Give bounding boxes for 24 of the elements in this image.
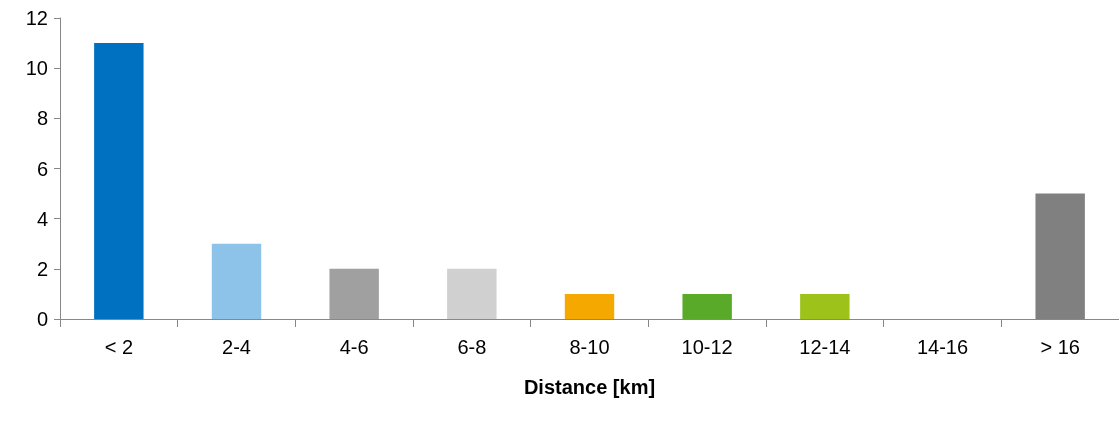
- bar: [329, 268, 379, 319]
- x-axis-title: Distance [km]: [523, 376, 656, 398]
- x-tick-label: 4-6: [339, 336, 369, 358]
- x-tick-label: > 16: [1040, 336, 1080, 358]
- bar: [94, 43, 144, 319]
- y-tick-label: 8: [36, 107, 48, 130]
- y-tick-label: 6: [36, 157, 48, 180]
- x-tick-label: < 2: [104, 336, 134, 358]
- x-tick-label: 6-8: [457, 336, 487, 358]
- bar: [564, 293, 615, 319]
- bar: [447, 268, 497, 319]
- x-tick-label: 12-14: [799, 336, 851, 358]
- y-tick-label: 12: [25, 7, 48, 29]
- y-tick-label: 2: [36, 257, 48, 280]
- y-tick-label: 10: [25, 57, 48, 80]
- x-tick-label: 10-12: [681, 336, 733, 358]
- bar: [800, 293, 850, 319]
- y-tick-label: 4: [36, 207, 48, 230]
- x-tick-label: 8-10: [569, 336, 610, 358]
- bar: [211, 243, 262, 319]
- y-tick-label: 0: [36, 308, 48, 330]
- x-tick-label: 14-16: [916, 336, 969, 358]
- x-tick-label: 2-4: [222, 336, 251, 358]
- bar: [682, 293, 732, 319]
